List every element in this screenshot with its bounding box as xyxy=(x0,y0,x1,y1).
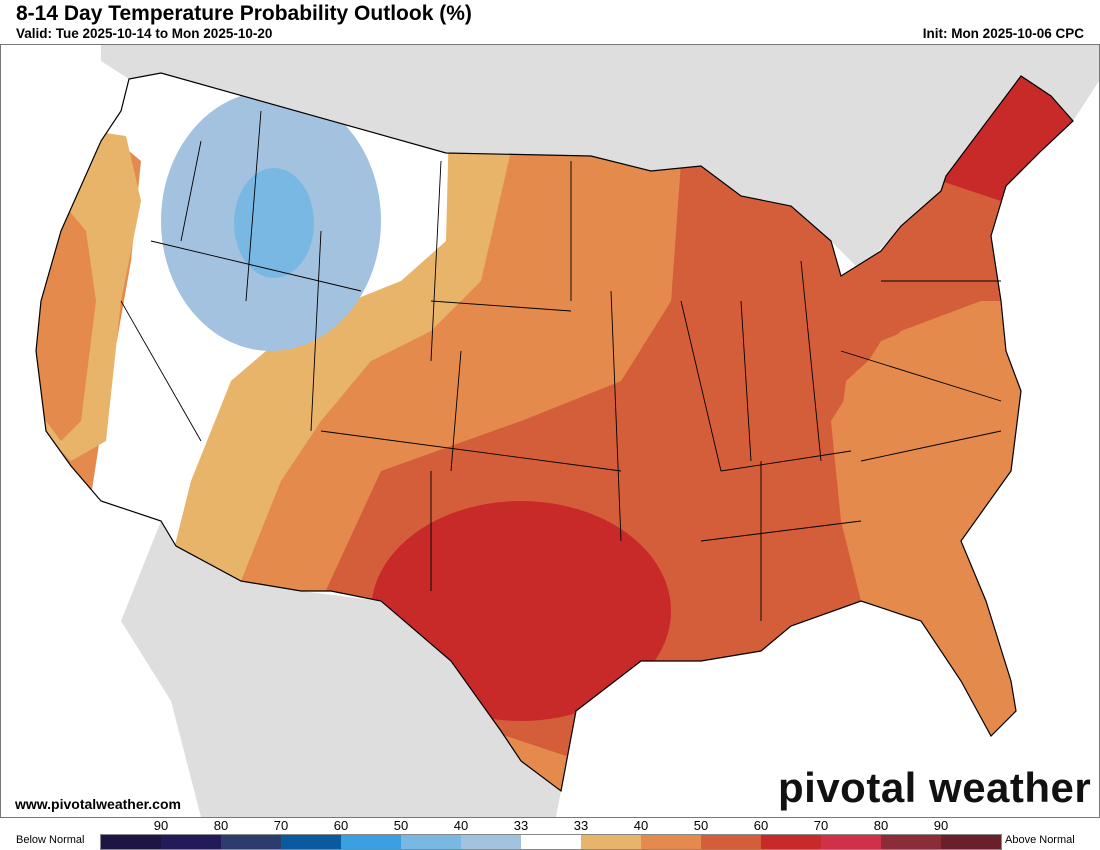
below-normal-label: Below Normal xyxy=(16,834,85,846)
legend-swatch: 60 xyxy=(334,818,401,849)
legend-tick: 60 xyxy=(753,818,769,833)
legend-swatch: 80 xyxy=(874,818,941,849)
legend-tick: 50 xyxy=(393,818,409,833)
above-normal-label: Above Normal xyxy=(1005,834,1075,846)
contour-above-40-upper-midwest xyxy=(431,151,681,441)
legend-tick: 60 xyxy=(333,818,349,833)
valid-period: Valid: Tue 2025-10-14 to Mon 2025-10-20 xyxy=(16,26,273,41)
legend-swatch: 90 xyxy=(934,818,1001,849)
init-time: Init: Mon 2025-10-06 CPC xyxy=(922,26,1084,41)
mexico-land xyxy=(121,521,561,817)
page-title: 8-14 Day Temperature Probability Outlook… xyxy=(16,2,472,25)
outlook-map xyxy=(0,44,1100,818)
legend-swatch: 80 xyxy=(214,818,281,849)
contour-above-40-southeast xyxy=(836,301,1073,781)
pivotal-weather-logo: pivotal weather xyxy=(778,764,1092,811)
contour-below-40 xyxy=(234,168,314,278)
map-svg xyxy=(35,45,1099,817)
legend-tick: 50 xyxy=(693,818,709,833)
legend-tick: 70 xyxy=(813,818,829,833)
legend-swatch: 60 xyxy=(754,818,821,849)
state-borders xyxy=(120,110,1002,621)
legend-bar: 90 80 70 60 50 40 33 33 40 50 60 70 80 90 xyxy=(100,818,1002,850)
legend-swatch: 40 xyxy=(454,818,521,849)
legend-swatch: 70 xyxy=(814,818,881,849)
legend-swatch: 90 xyxy=(154,818,221,849)
legend-swatch: 50 xyxy=(694,818,761,849)
legend-tick: 70 xyxy=(273,818,289,833)
legend-tick: 80 xyxy=(213,818,229,833)
legend-swatch: 50 xyxy=(394,818,461,849)
legend-tick: 90 xyxy=(153,818,169,833)
legend-tick: 33 xyxy=(573,818,589,833)
color-legend: Below Normal 90 80 70 60 50 40 33 33 40 50 60 70 80 9… xyxy=(0,818,1100,850)
legend-swatch: 40 xyxy=(634,818,701,849)
legend-swatch: 33 xyxy=(574,818,641,849)
website-url[interactable]: www.pivotalweather.com xyxy=(15,796,181,812)
legend-tick: 33 xyxy=(513,818,529,833)
legend-tick: 80 xyxy=(873,818,889,833)
legend-tick: 40 xyxy=(633,818,649,833)
legend-tick: 90 xyxy=(933,818,949,833)
legend-swatch: 33 xyxy=(514,818,581,849)
legend-tick: 40 xyxy=(453,818,469,833)
legend-swatch xyxy=(101,835,161,849)
legend-swatch: 70 xyxy=(274,818,341,849)
